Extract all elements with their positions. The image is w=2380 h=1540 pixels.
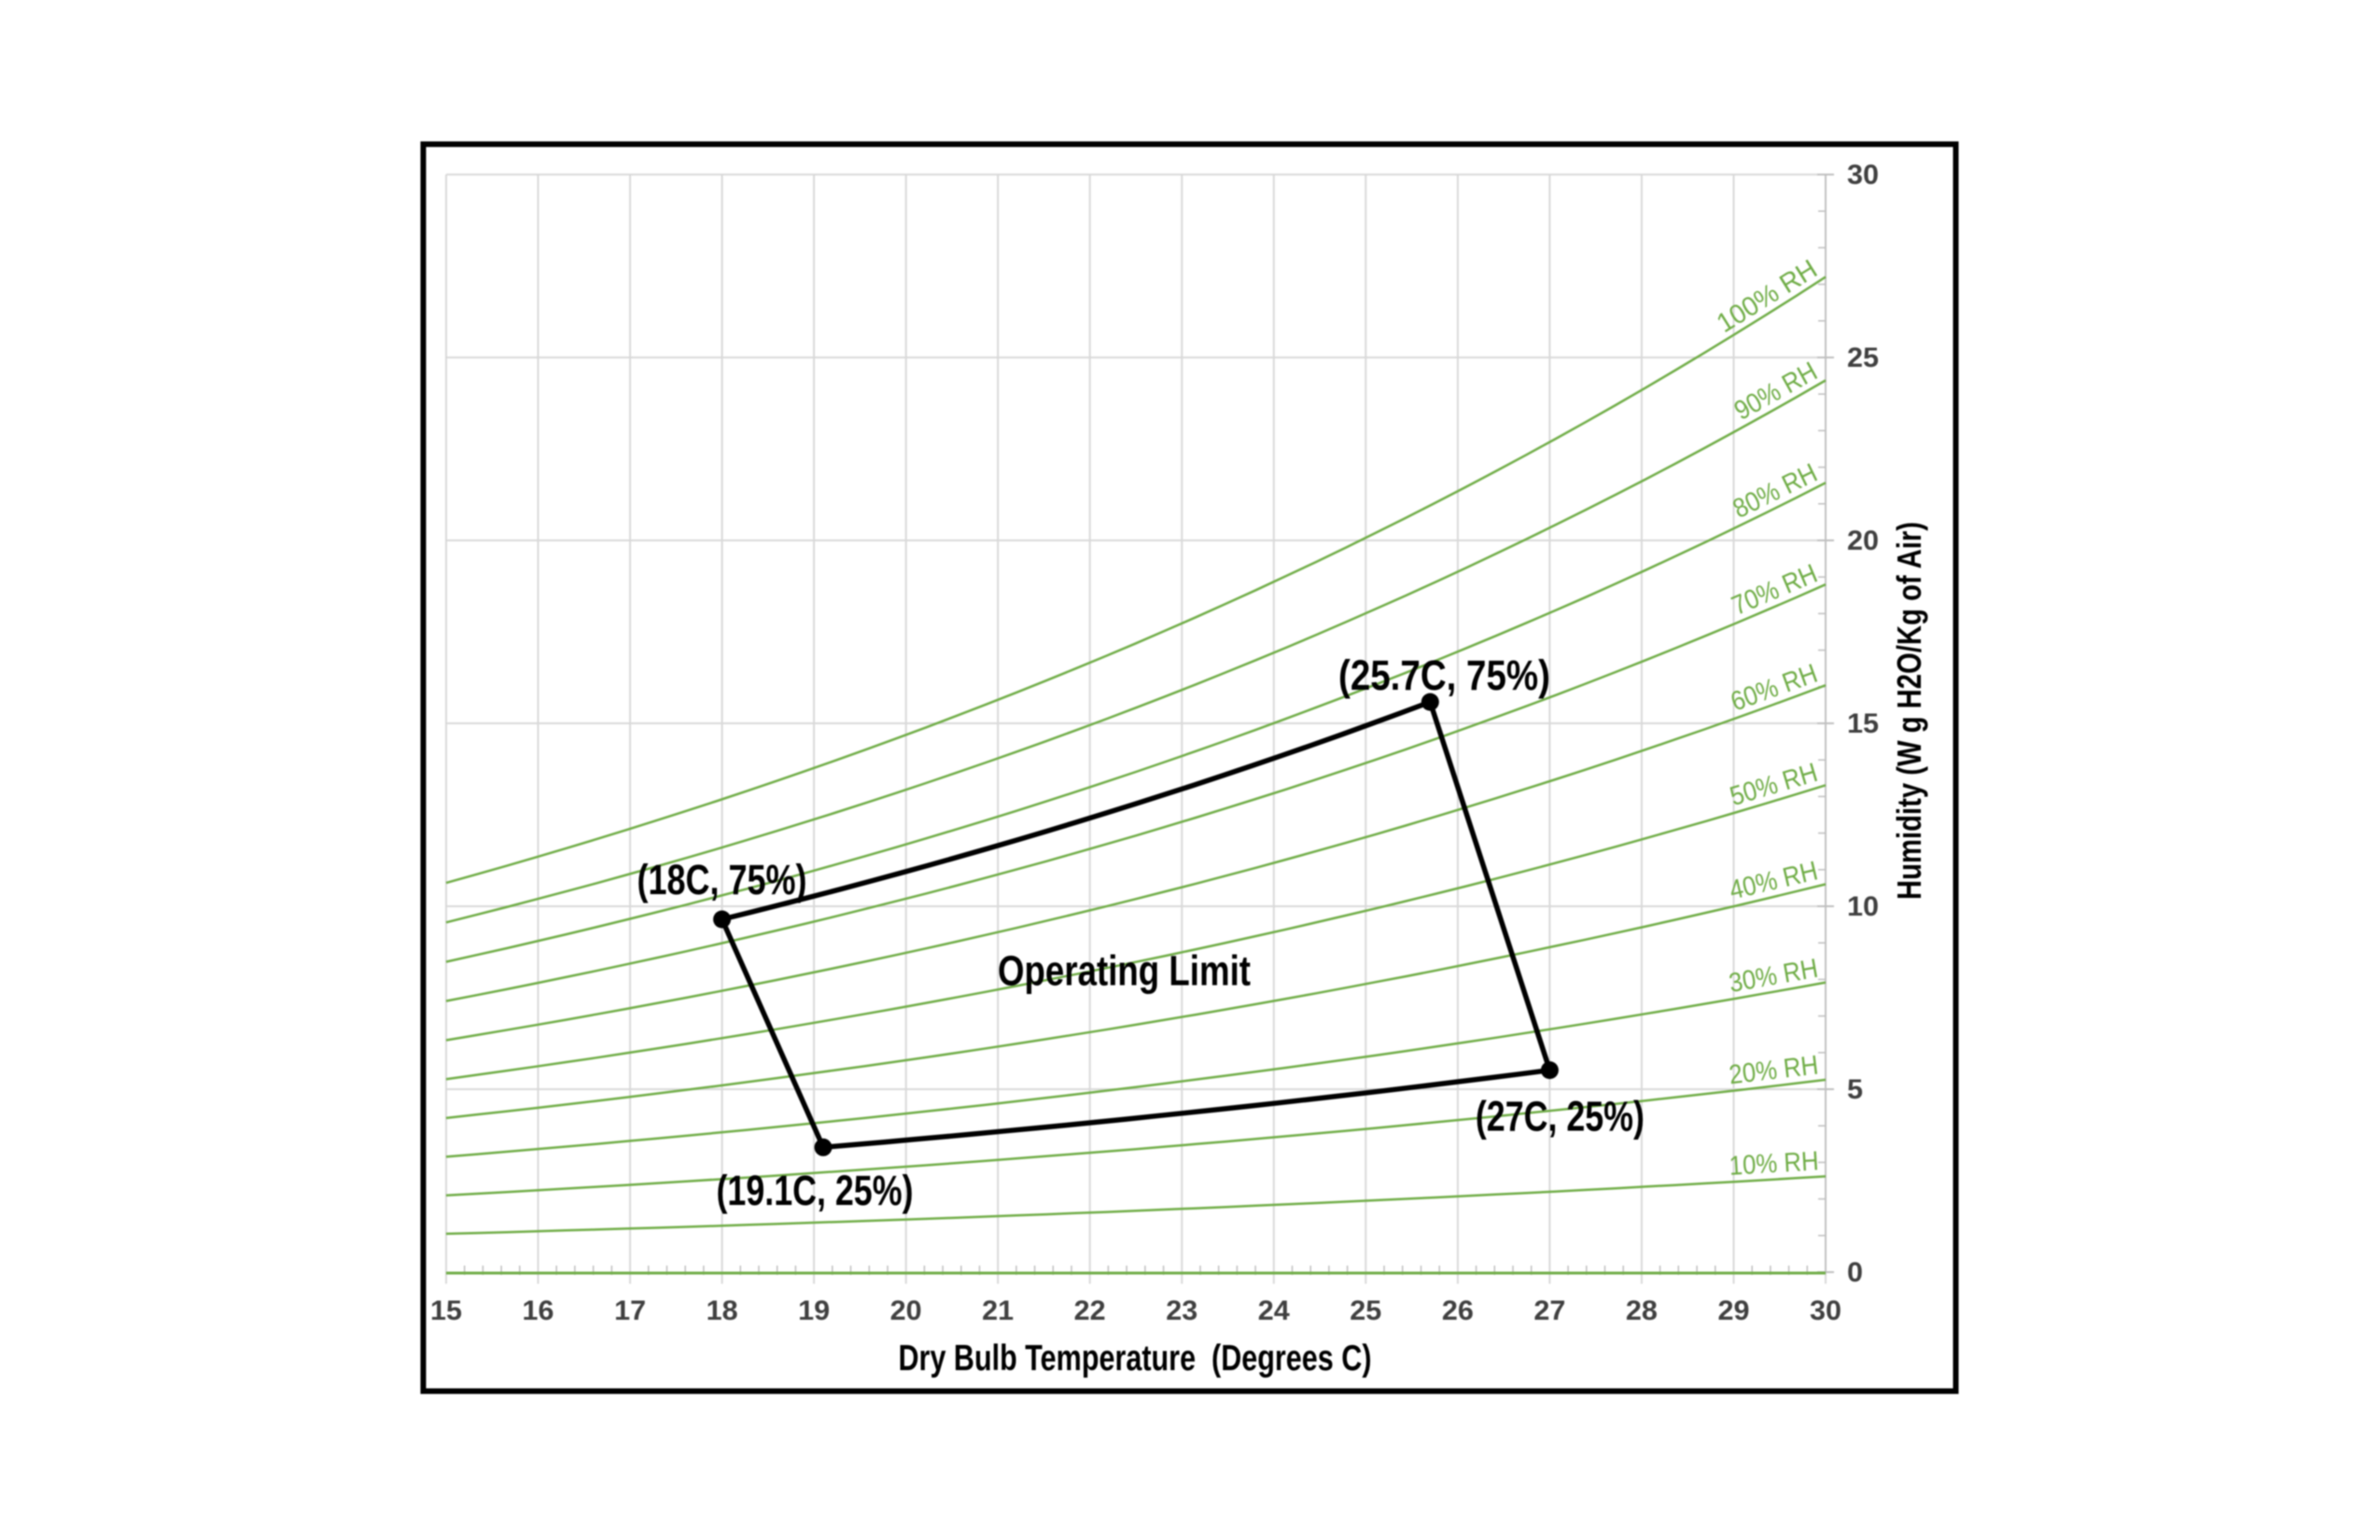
svg-text:24: 24	[1258, 1295, 1290, 1326]
svg-text:25: 25	[1350, 1295, 1381, 1326]
svg-text:18: 18	[707, 1295, 738, 1326]
svg-text:23: 23	[1166, 1295, 1197, 1326]
svg-text:29: 29	[1718, 1295, 1750, 1326]
svg-text:25: 25	[1847, 343, 1879, 373]
svg-text:(27C, 25%): (27C, 25%)	[1476, 1093, 1645, 1141]
svg-text:26: 26	[1442, 1295, 1474, 1326]
svg-text:28: 28	[1626, 1295, 1658, 1326]
svg-text:0: 0	[1847, 1257, 1863, 1288]
svg-text:Dry Bulb Temperature (Degrees: Dry Bulb Temperature (Degrees C)	[899, 1338, 1372, 1379]
svg-text:22: 22	[1074, 1295, 1106, 1326]
svg-text:30: 30	[1810, 1295, 1841, 1326]
svg-text:27: 27	[1533, 1295, 1565, 1326]
svg-text:21: 21	[982, 1295, 1014, 1326]
svg-text:5: 5	[1847, 1074, 1863, 1105]
svg-text:10% RH: 10% RH	[1729, 1146, 1820, 1181]
svg-text:(25.7C, 75%): (25.7C, 75%)	[1338, 651, 1550, 699]
svg-text:15: 15	[430, 1295, 462, 1326]
svg-text:19: 19	[798, 1295, 830, 1326]
svg-text:(19.1C, 25%): (19.1C, 25%)	[717, 1167, 914, 1214]
svg-text:Humidity (W g H2O/Kg of Air): Humidity (W g H2O/Kg of Air)	[1890, 522, 1928, 900]
svg-text:(18C, 75%): (18C, 75%)	[637, 856, 807, 903]
svg-text:Operating Limit: Operating Limit	[998, 947, 1251, 995]
svg-text:10: 10	[1847, 891, 1879, 922]
svg-text:20: 20	[1847, 525, 1879, 556]
svg-text:20: 20	[890, 1295, 922, 1326]
svg-text:30: 30	[1847, 160, 1879, 190]
svg-text:15: 15	[1847, 708, 1879, 739]
svg-text:16: 16	[523, 1295, 554, 1326]
svg-text:17: 17	[614, 1295, 646, 1326]
